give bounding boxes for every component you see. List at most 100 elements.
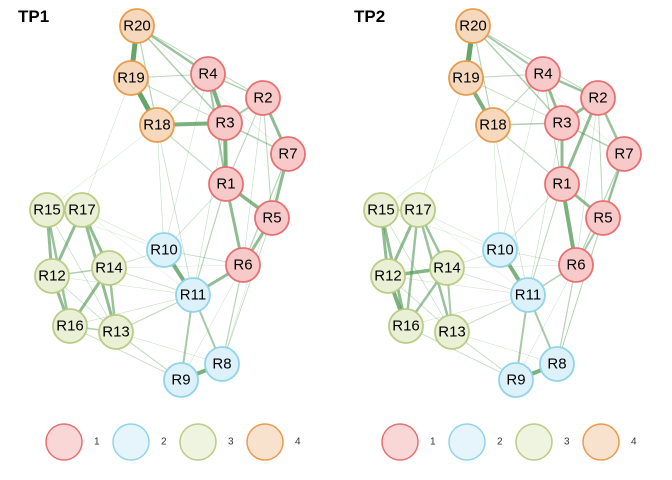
node-label: R14 bbox=[95, 260, 123, 277]
edge-r16-r11 bbox=[405, 294, 529, 327]
edge-r19-r17 bbox=[81, 77, 132, 211]
node-circle bbox=[455, 8, 491, 44]
node-circle bbox=[245, 80, 281, 116]
legend-label-2: 2 bbox=[497, 437, 503, 448]
legend-label-2: 2 bbox=[161, 437, 167, 448]
node-label: R20 bbox=[459, 18, 487, 35]
node-r14: R14 bbox=[429, 250, 465, 286]
node-label: R8 bbox=[212, 356, 231, 373]
node-r7: R7 bbox=[606, 136, 642, 172]
node-r5: R5 bbox=[254, 200, 290, 236]
node-circle bbox=[510, 277, 546, 313]
edge-r15-r13 bbox=[380, 209, 453, 333]
panel-title-tp2: TP2 bbox=[354, 7, 385, 26]
node-r2: R2 bbox=[580, 80, 616, 116]
node-circle bbox=[580, 80, 616, 116]
node-r20: R20 bbox=[119, 8, 155, 44]
node-label: R1 bbox=[552, 176, 571, 193]
node-circle bbox=[498, 362, 534, 398]
edge-r15-r10 bbox=[46, 209, 165, 251]
node-r9: R9 bbox=[163, 362, 199, 398]
edge-r16-r9 bbox=[69, 325, 182, 381]
node-circle bbox=[204, 346, 240, 382]
node-circle bbox=[207, 105, 243, 141]
node-label: R13 bbox=[438, 324, 466, 341]
node-label: R11 bbox=[180, 287, 206, 304]
node-r17: R17 bbox=[400, 192, 436, 228]
node-r15: R15 bbox=[29, 192, 65, 228]
legend-set-1: 1 2 3 4 bbox=[45, 423, 301, 461]
edge-r19-r17 bbox=[417, 77, 467, 211]
edge-r18-r11 bbox=[492, 124, 529, 296]
network-panel-tp1: TP1 R1 R2 R3 R4 R5 R6 R7 R8 R9 R10 R11 R12 R13 R14 R15… bbox=[18, 7, 306, 398]
node-circle bbox=[482, 232, 518, 268]
legend-swatch-1 bbox=[381, 423, 419, 461]
node-label: R20 bbox=[123, 18, 151, 35]
edge-r2-r5 bbox=[597, 97, 604, 219]
node-label: R9 bbox=[171, 372, 190, 389]
node-r16: R16 bbox=[52, 308, 88, 344]
node-r18: R18 bbox=[475, 107, 511, 143]
node-label: R3 bbox=[552, 115, 571, 132]
edge-r18-r15 bbox=[46, 124, 158, 211]
legend-swatch-2 bbox=[112, 423, 150, 461]
node-circle bbox=[34, 258, 70, 294]
edge-r1-r11 bbox=[527, 183, 563, 296]
node-r20: R20 bbox=[455, 8, 491, 44]
node-r4: R4 bbox=[525, 56, 561, 92]
edge-r16-r11 bbox=[69, 294, 194, 327]
node-label: R16 bbox=[56, 318, 84, 335]
legend-swatch-4 bbox=[246, 423, 284, 461]
edge-r14-r6 bbox=[108, 264, 244, 269]
node-circle bbox=[544, 105, 580, 141]
node-r13: R13 bbox=[98, 314, 134, 350]
node-label: R4 bbox=[533, 66, 552, 83]
node-circle bbox=[270, 136, 306, 172]
node-r19: R19 bbox=[448, 60, 484, 96]
edge-r17-r11 bbox=[417, 209, 529, 296]
edge-r14-r6 bbox=[446, 264, 577, 269]
edge-r17-r11 bbox=[81, 209, 194, 296]
node-r3: R3 bbox=[544, 105, 580, 141]
node-r12: R12 bbox=[34, 258, 70, 294]
node-layer: R1 R2 R3 R4 R5 R6 R7 R8 R9 R10 R11 R12 R13 R14 R15 R16 R… bbox=[363, 8, 642, 398]
node-label: R5 bbox=[593, 210, 612, 227]
node-circle bbox=[225, 247, 261, 283]
node-circle bbox=[434, 314, 470, 350]
node-label: R11 bbox=[515, 287, 541, 304]
node-circle bbox=[146, 232, 182, 268]
node-r3: R3 bbox=[207, 105, 243, 141]
node-circle bbox=[388, 308, 424, 344]
node-label: R15 bbox=[33, 202, 61, 219]
edge-r4-r10 bbox=[499, 73, 544, 251]
legend-label-3: 3 bbox=[564, 437, 570, 448]
node-circle bbox=[119, 8, 155, 44]
node-circle bbox=[585, 200, 621, 236]
node-label: R17 bbox=[68, 202, 96, 219]
node-circle bbox=[539, 346, 575, 382]
node-circle bbox=[370, 258, 406, 294]
legend-swatch-1 bbox=[45, 423, 83, 461]
node-r6: R6 bbox=[225, 247, 261, 283]
node-r9: R9 bbox=[498, 362, 534, 398]
node-r8: R8 bbox=[539, 346, 575, 382]
node-circle bbox=[91, 250, 127, 286]
node-circle bbox=[98, 314, 134, 350]
node-circle bbox=[429, 250, 465, 286]
node-label: R14 bbox=[433, 260, 461, 277]
node-r14: R14 bbox=[91, 250, 127, 286]
edge-r15-r10 bbox=[380, 209, 501, 251]
edge-r16-r9 bbox=[405, 325, 517, 381]
legend-label-4: 4 bbox=[295, 437, 301, 448]
node-label: R18 bbox=[479, 117, 507, 134]
node-r8: R8 bbox=[204, 346, 240, 382]
edge-r1-r11 bbox=[192, 183, 227, 296]
legend-label-1: 1 bbox=[430, 437, 436, 448]
node-label: R12 bbox=[374, 268, 402, 285]
edge-r9-r6 bbox=[180, 264, 244, 381]
node-label: R19 bbox=[452, 70, 480, 87]
node-circle bbox=[29, 192, 65, 228]
node-label: R5 bbox=[262, 210, 281, 227]
edge-r5-r8 bbox=[556, 217, 604, 365]
